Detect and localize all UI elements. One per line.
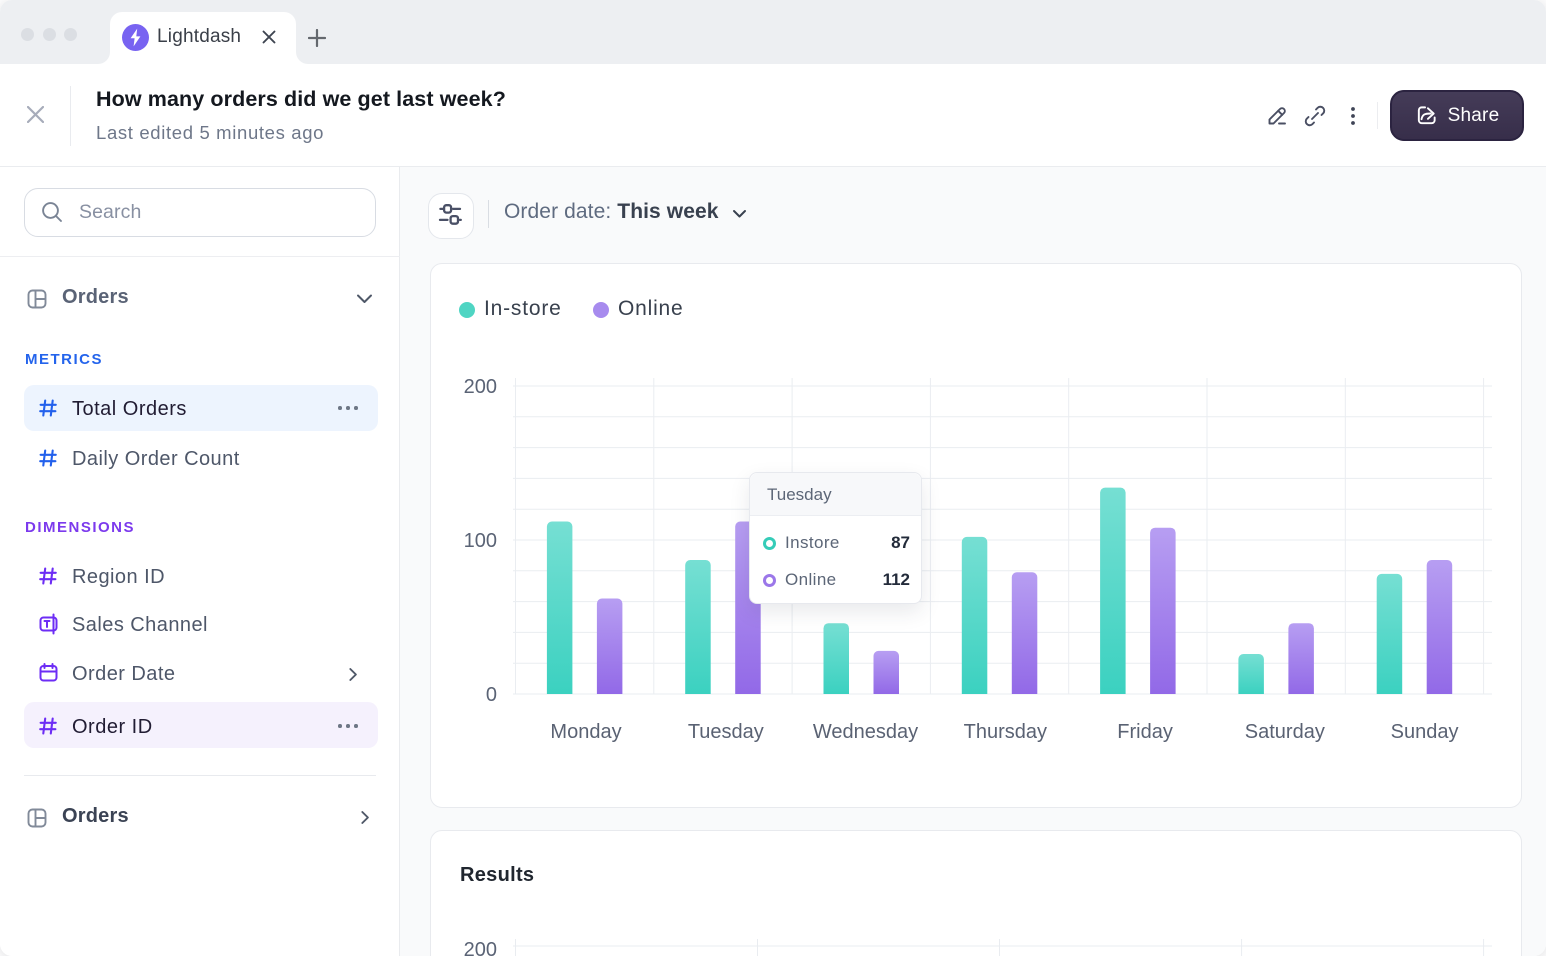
- svg-text:Sunday: Sunday: [1391, 721, 1459, 743]
- svg-text:200: 200: [464, 939, 497, 956]
- svg-text:Friday: Friday: [1117, 721, 1173, 743]
- svg-text:200: 200: [464, 376, 497, 398]
- svg-text:100: 100: [464, 530, 497, 552]
- svg-text:Saturday: Saturday: [1245, 721, 1325, 743]
- svg-text:Thursday: Thursday: [964, 721, 1047, 743]
- svg-text:Tuesday: Tuesday: [688, 721, 764, 743]
- svg-text:Wednesday: Wednesday: [813, 721, 918, 743]
- svg-text:0: 0: [486, 684, 497, 706]
- svg-text:Monday: Monday: [550, 721, 621, 743]
